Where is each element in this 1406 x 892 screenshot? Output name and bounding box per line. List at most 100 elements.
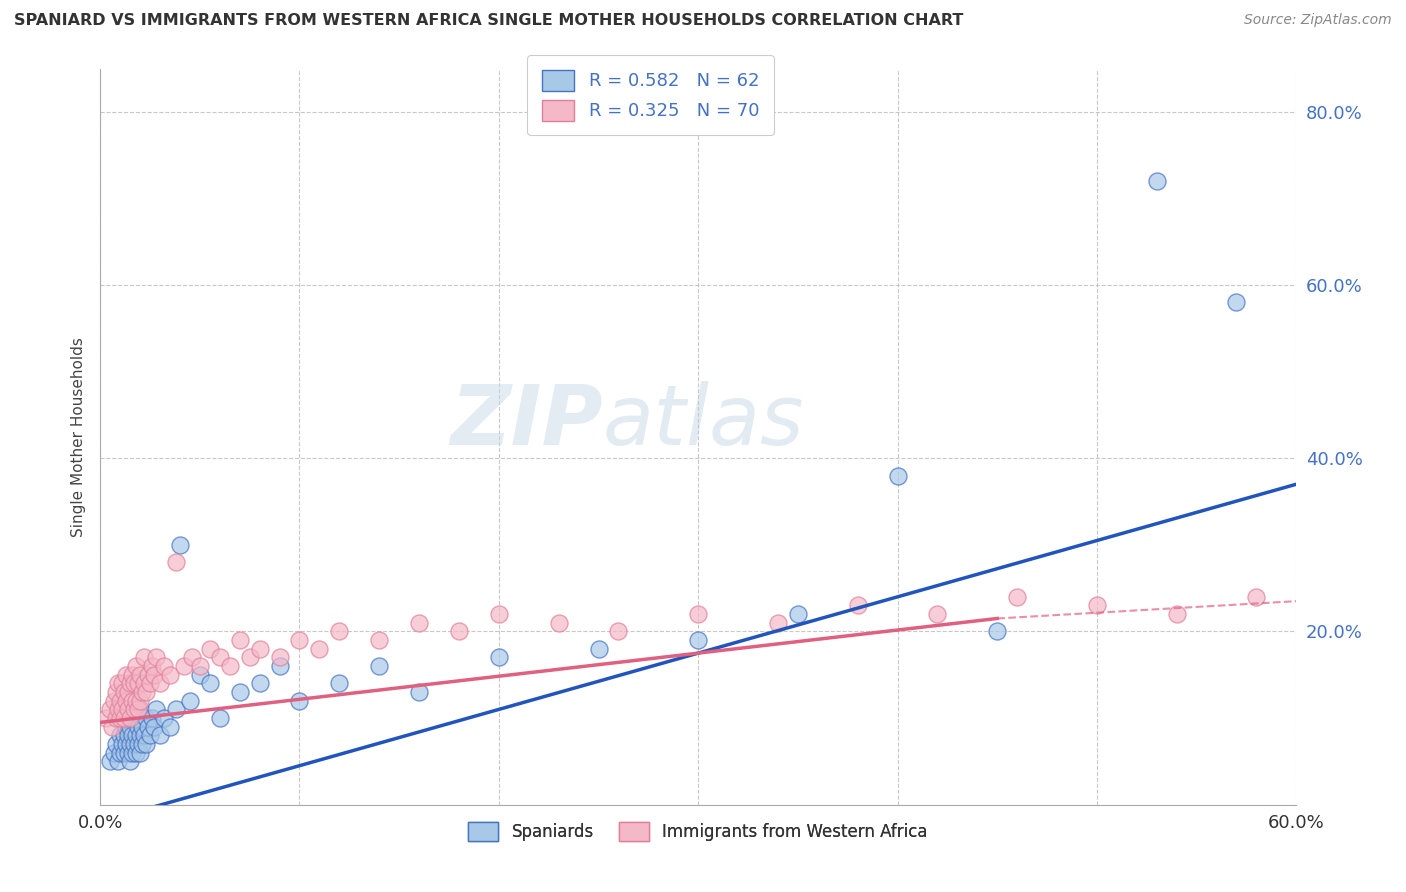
Point	[115, 694, 138, 708]
Point	[125, 746, 148, 760]
Point	[118, 737, 141, 751]
Point	[141, 659, 163, 673]
Point	[228, 685, 250, 699]
Text: atlas: atlas	[603, 382, 804, 462]
Point	[986, 624, 1008, 639]
Point	[269, 659, 291, 673]
Point	[488, 650, 510, 665]
Point	[129, 667, 152, 681]
Point	[688, 633, 710, 648]
Point	[127, 737, 149, 751]
Point	[368, 659, 391, 673]
Point	[766, 615, 789, 630]
Point	[165, 555, 187, 569]
Text: SPANIARD VS IMMIGRANTS FROM WESTERN AFRICA SINGLE MOTHER HOUSEHOLDS CORRELATION : SPANIARD VS IMMIGRANTS FROM WESTERN AFRI…	[14, 13, 963, 29]
Point	[786, 607, 808, 622]
Point	[139, 676, 162, 690]
Point	[135, 685, 157, 699]
Point	[141, 711, 163, 725]
Point	[94, 711, 117, 725]
Point	[846, 599, 869, 613]
Point	[125, 694, 148, 708]
Point	[408, 685, 430, 699]
Point	[1005, 590, 1028, 604]
Point	[122, 711, 145, 725]
Point	[108, 711, 131, 725]
Point	[1085, 599, 1108, 613]
Point	[117, 702, 139, 716]
Point	[108, 746, 131, 760]
Point	[547, 615, 569, 630]
Point	[132, 728, 155, 742]
Point	[142, 720, 165, 734]
Point	[107, 676, 129, 690]
Point	[136, 667, 159, 681]
Point	[118, 720, 141, 734]
Point	[180, 650, 202, 665]
Point	[125, 711, 148, 725]
Point	[132, 650, 155, 665]
Point	[112, 728, 135, 742]
Point	[98, 755, 121, 769]
Point	[122, 702, 145, 716]
Point	[121, 667, 143, 681]
Point	[288, 694, 311, 708]
Point	[132, 676, 155, 690]
Point	[118, 755, 141, 769]
Text: ZIP: ZIP	[450, 382, 603, 462]
Point	[145, 702, 167, 716]
Point	[368, 633, 391, 648]
Point	[308, 641, 330, 656]
Point	[117, 728, 139, 742]
Point	[121, 746, 143, 760]
Point	[1166, 607, 1188, 622]
Point	[107, 755, 129, 769]
Point	[112, 711, 135, 725]
Point	[198, 641, 221, 656]
Point	[447, 624, 470, 639]
Point	[188, 667, 211, 681]
Point	[129, 694, 152, 708]
Point	[111, 676, 134, 690]
Point	[153, 659, 176, 673]
Point	[115, 737, 138, 751]
Point	[115, 667, 138, 681]
Point	[269, 650, 291, 665]
Point	[135, 737, 157, 751]
Point	[107, 702, 129, 716]
Point	[208, 711, 231, 725]
Point	[159, 720, 181, 734]
Point	[179, 694, 201, 708]
Point	[101, 720, 124, 734]
Point	[105, 685, 128, 699]
Point	[122, 676, 145, 690]
Point	[249, 641, 271, 656]
Point	[103, 694, 125, 708]
Point	[1246, 590, 1268, 604]
Point	[1146, 174, 1168, 188]
Point	[118, 676, 141, 690]
Point	[131, 720, 153, 734]
Point	[121, 694, 143, 708]
Point	[139, 728, 162, 742]
Point	[125, 659, 148, 673]
Text: Source: ZipAtlas.com: Source: ZipAtlas.com	[1244, 13, 1392, 28]
Point	[142, 667, 165, 681]
Point	[105, 737, 128, 751]
Point	[1225, 295, 1247, 310]
Point	[607, 624, 630, 639]
Point	[239, 650, 262, 665]
Point	[159, 667, 181, 681]
Point	[127, 720, 149, 734]
Point	[588, 641, 610, 656]
Point	[288, 633, 311, 648]
Point	[122, 737, 145, 751]
Legend: Spaniards, Immigrants from Western Africa: Spaniards, Immigrants from Western Afric…	[461, 815, 935, 848]
Point	[108, 728, 131, 742]
Point	[886, 468, 908, 483]
Point	[112, 746, 135, 760]
Point	[118, 711, 141, 725]
Point	[108, 694, 131, 708]
Point	[127, 676, 149, 690]
Point	[149, 728, 172, 742]
